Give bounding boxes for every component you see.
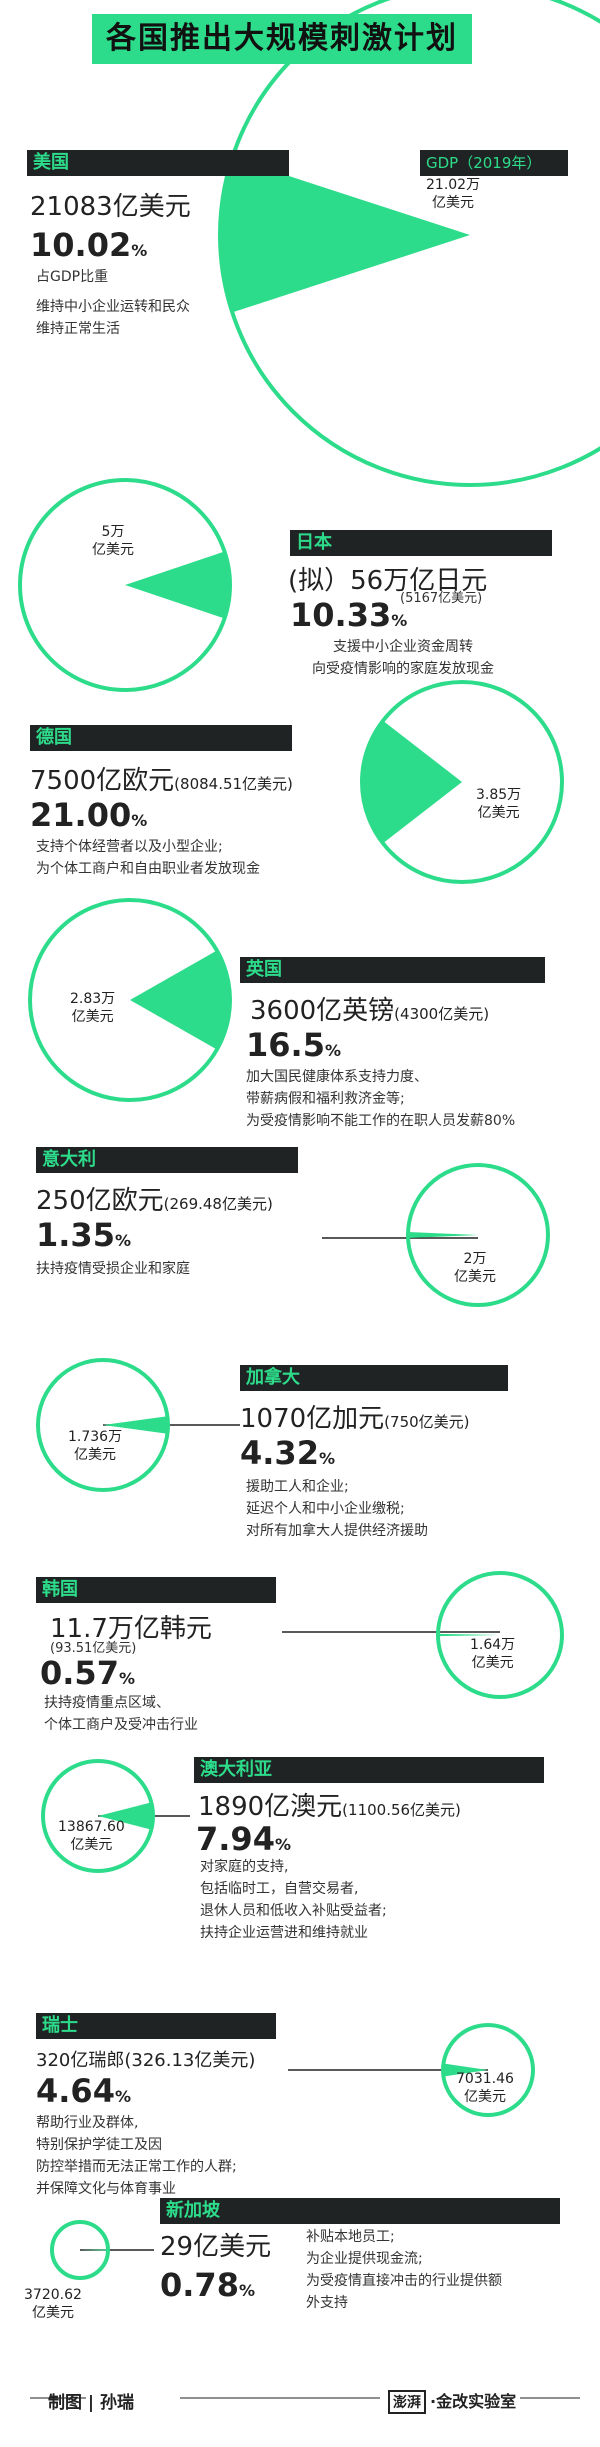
gdp-circle-it — [406, 1163, 550, 1307]
percent-uk: 16.5% — [246, 1026, 341, 1064]
share-wedge-sg — [80, 2249, 108, 2251]
country-label-sg: 新加坡 — [160, 2198, 560, 2224]
gdp-circle-ch — [441, 2023, 535, 2117]
percent-sg: 0.78% — [160, 2266, 255, 2304]
amount-au: 1890亿澳元(1100.56亿美元) — [198, 1792, 461, 1822]
description-ch: 帮助行业及群体, 特别保护学徒工及因 防控举措而无法正常工作的人群; 并保障文化与体育… — [36, 2115, 237, 2197]
share-wedge-us — [220, 157, 470, 313]
gdp-circle-uk — [28, 898, 232, 1102]
country-label-it: 意大利 — [36, 1147, 298, 1173]
country-label-jp: 日本 — [290, 530, 552, 556]
amount-jp: (拟）56万亿日元 — [288, 566, 488, 596]
percent-caption-us: 占GDP比重 — [36, 269, 109, 285]
percent-au: 7.94% — [196, 1820, 291, 1858]
gdp-value-ca: 1.736万 亿美元 — [68, 1429, 123, 1463]
country-label-kr: 韩国 — [36, 1577, 276, 1603]
share-wedge-uk — [130, 950, 230, 1050]
share-wedge-ch — [443, 2063, 488, 2077]
amount-uk: 3600亿英镑(4300亿美元) — [250, 996, 490, 1026]
description-sg: 补贴本地员工; 为企业提供现金流; 为受疫情直接冲击的行业提供额 外支持 — [306, 2229, 502, 2311]
page-title: 各国推出大规模刺激计划 — [92, 14, 472, 64]
percent-de: 21.00% — [30, 796, 148, 834]
amount-ca: 1070亿加元(750亿美元) — [240, 1404, 470, 1434]
amount-ch: 320亿瑞郎(326.13亿美元) — [36, 2050, 256, 2071]
percent-ch: 4.64% — [36, 2072, 131, 2110]
amount-usd-kr: (93.51亿美元) — [50, 1641, 137, 1656]
gdp-value-us: 21.02万 亿美元 — [426, 177, 481, 211]
country-label-ch: 瑞士 — [36, 2013, 276, 2039]
brand-logo: 澎湃 — [388, 2390, 426, 2414]
percent-kr: 0.57% — [40, 1654, 135, 1692]
brand-credit: 澎湃 ·金改实验室 — [388, 2388, 516, 2414]
amount-kr: 11.7万亿韩元 — [50, 1614, 212, 1644]
share-wedge-it — [408, 1232, 478, 1238]
amount-usd-jp: (5167亿美元) — [400, 591, 483, 606]
amount-us: 21083亿美元 — [30, 192, 191, 222]
share-wedge-kr — [438, 1633, 500, 1637]
gdp-value-it: 2万 亿美元 — [454, 1251, 496, 1285]
country-label-us: 美国 — [27, 150, 289, 176]
amount-sg: 29亿美元 — [160, 2232, 272, 2262]
gdp-header: GDP（2019年） — [420, 150, 568, 176]
description-au: 对家庭的支持, 包括临时工，自营交易者, 退休人员和低收入补贴受益者; 扶持企业运营进… — [200, 1859, 387, 1941]
percent-jp: 10.33% — [290, 596, 408, 634]
description-it: 扶持疫情受损企业和家庭 — [36, 1261, 190, 1277]
gdp-value-au: 13867.60 亿美元 — [58, 1819, 125, 1853]
gdp-value-jp: 5万 亿美元 — [92, 524, 134, 558]
gdp-value-ch: 7031.46 亿美元 — [456, 2071, 514, 2105]
description-kr: 扶持疫情重点区域、 个体工商户及受冲击行业 — [44, 1695, 198, 1733]
description-us: 维持中小企业运转和民众 维持正常生活 — [36, 299, 190, 337]
percent-it: 1.35% — [36, 1216, 131, 1254]
description-de: 支持个体经营者以及小型企业; 为个体工商户和自由职业者发放现金 — [36, 839, 260, 877]
description-ca: 援助工人和企业; 延迟个人和中小企业缴税; 对所有加拿大人提供经济援助 — [246, 1479, 428, 1539]
amount-it: 250亿欧元(269.48亿美元) — [36, 1186, 273, 1216]
percent-us: 10.02% — [30, 226, 148, 264]
gdp-value-sg: 3720.62 亿美元 — [24, 2287, 82, 2321]
share-wedge-de — [361, 720, 462, 844]
percent-ca: 4.32% — [240, 1434, 335, 1472]
description-uk: 加大国民健康体系支持力度、 带薪病假和福利救济金等; 为受疫情影响不能工作的在职人员… — [246, 1069, 516, 1129]
gdp-value-de: 3.85万 亿美元 — [476, 787, 522, 821]
gdp-circle-us — [218, 0, 600, 487]
share-wedge-ca — [103, 1416, 169, 1434]
country-label-uk: 英国 — [240, 957, 545, 983]
author-credit: 制图 | 孙瑞 — [48, 2393, 135, 2413]
amount-de: 7500亿欧元(8084.51亿美元) — [30, 766, 293, 796]
gdp-value-uk: 2.83万 亿美元 — [70, 991, 116, 1025]
country-label-au: 澳大利亚 — [194, 1757, 544, 1783]
country-label-ca: 加拿大 — [240, 1365, 508, 1391]
gdp-value-kr: 1.64万 亿美元 — [470, 1637, 516, 1671]
description-jp: 支援中小企业资金周转 向受疫情影响的家庭发放现金 — [312, 639, 494, 677]
share-wedge-au — [98, 1802, 154, 1830]
share-wedge-jp — [125, 551, 231, 619]
country-label-de: 德国 — [30, 725, 292, 751]
